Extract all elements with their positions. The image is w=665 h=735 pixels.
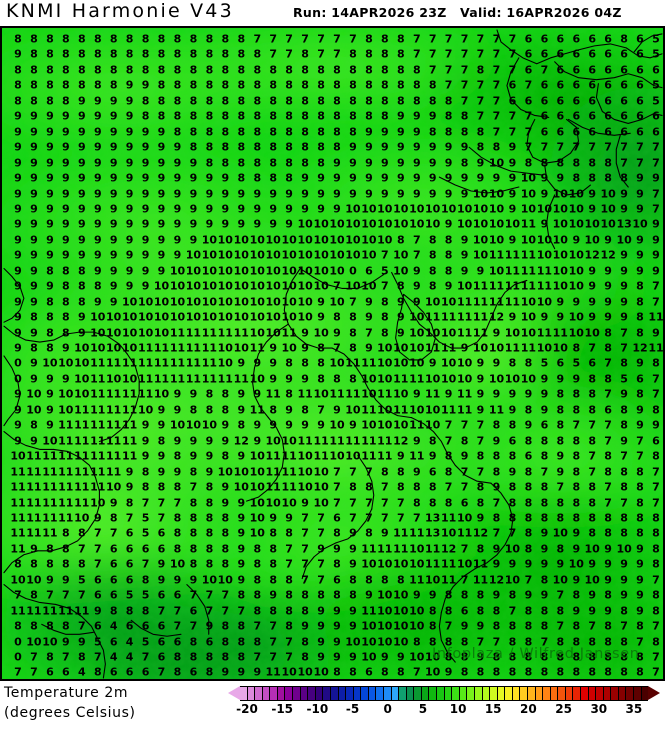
- colorbar-cell: [573, 687, 582, 700]
- colorbar-cell: [383, 687, 392, 700]
- colorbar-tick: 10: [449, 702, 467, 716]
- model-title: KNMI Harmonie V43: [6, 0, 234, 22]
- colorbar-cell: [255, 687, 263, 700]
- colorbar-cell: [391, 687, 400, 700]
- colorbar-tick: 0: [383, 702, 392, 716]
- colorbar-tick: -15: [271, 702, 294, 716]
- colorbar-cell: [505, 687, 513, 700]
- colorbar-cell: [634, 687, 642, 700]
- colorbar-cell: [543, 687, 551, 700]
- colorbar-cell: [588, 687, 597, 700]
- colorbar-tick: 15: [484, 702, 502, 716]
- colorbar-tick: -20: [236, 702, 258, 716]
- colorbar-cell: [399, 687, 407, 700]
- colorbar-cell: [618, 687, 627, 700]
- temperature-field: [2, 28, 663, 679]
- header-bar: KNMI Harmonie V43 Run: 14APR2026 23Z Val…: [0, 0, 665, 26]
- colorbar-cell: [285, 687, 294, 700]
- colorbar-cell: [293, 687, 301, 700]
- colorbar-cell: [611, 687, 619, 700]
- colorbar-cell: [520, 687, 528, 700]
- colorbar-cell: [467, 687, 475, 700]
- colorbar-cell: [429, 687, 438, 700]
- colorbar-tick: -10: [306, 702, 329, 716]
- colorbar-cell: [474, 687, 483, 700]
- colorbar-cell: [323, 687, 331, 700]
- run-time-label: Run: 14APR2026 23Z: [293, 5, 447, 20]
- colorbar-cell: [581, 687, 589, 700]
- colorbar-tick: -5: [345, 702, 360, 716]
- colorbar-cell: [406, 687, 415, 700]
- colorbar-tick: 30: [590, 702, 608, 716]
- colorbar-cell: [641, 687, 649, 700]
- colorbar-cell: [437, 687, 445, 700]
- colorbar-cell: [421, 687, 430, 700]
- colorbar-cell: [270, 687, 278, 700]
- colorbar-cell: [315, 687, 324, 700]
- colorbar-overflow-arrow: [648, 686, 660, 700]
- colorbar-cell: [277, 687, 286, 700]
- colorbar-cell: [338, 687, 347, 700]
- colorbar-cell: [497, 687, 506, 700]
- legend-title: Temperature 2m: [4, 685, 129, 701]
- colorbar-cell: [550, 687, 559, 700]
- colorbar-cell: [558, 687, 566, 700]
- colorbar-tick: 25: [555, 702, 572, 716]
- watermark-credit: Infoplaza / Wilfred Janssen: [432, 646, 640, 662]
- colorbar-cell: [300, 687, 309, 700]
- colorbar-cell: [603, 687, 612, 700]
- colorbar-cell: [240, 687, 248, 700]
- colorbar-tick: 5: [418, 702, 428, 716]
- colorbar: [240, 686, 649, 701]
- colorbar-cell: [262, 687, 271, 700]
- colorbar-wrapper: [228, 685, 660, 702]
- colorbar-cell: [414, 687, 422, 700]
- colorbar-cell: [535, 687, 544, 700]
- valid-time-label: Valid: 16APR2026 04Z: [460, 5, 622, 20]
- colorbar-cell: [490, 687, 498, 700]
- colorbar-cell: [247, 687, 256, 700]
- colorbar-cell: [596, 687, 604, 700]
- legend-bar: Temperature 2m (degrees Celsius) -20 -15-…: [0, 681, 665, 735]
- colorbar-cell: [565, 687, 574, 700]
- colorbar-cell: [452, 687, 460, 700]
- colorbar-cell: [459, 687, 468, 700]
- colorbar-tick-labels: -20 -15 -10 -5 0 5 10 15 20 25 30 35: [228, 702, 660, 718]
- colorbar-cell: [527, 687, 536, 700]
- colorbar-tick: 35: [625, 702, 643, 716]
- colorbar-underflow-arrow: [228, 685, 240, 700]
- colorbar-cell: [444, 687, 453, 700]
- colorbar-cell: [626, 687, 635, 700]
- colorbar-cell: [512, 687, 521, 700]
- colorbar-tick: 20: [520, 702, 537, 716]
- colorbar-cell: [346, 687, 354, 700]
- colorbar-cell: [361, 687, 369, 700]
- colorbar-cell: [353, 687, 362, 700]
- colorbar-cell: [376, 687, 384, 700]
- colorbar-cell: [482, 687, 491, 700]
- colorbar-cell: [308, 687, 316, 700]
- colorbar-cell: [330, 687, 339, 700]
- legend-subtitle: (degrees Celsius): [4, 705, 136, 721]
- colorbar-cell: [368, 687, 377, 700]
